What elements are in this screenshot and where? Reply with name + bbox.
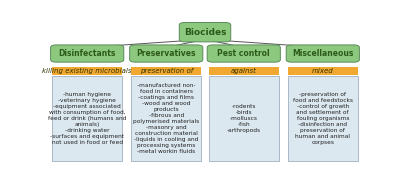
Text: against: against	[231, 68, 257, 74]
FancyBboxPatch shape	[52, 67, 122, 75]
FancyBboxPatch shape	[52, 76, 122, 161]
Text: -rodents
-birds
-molluscs
-fish
-arthropods: -rodents -birds -molluscs -fish -arthrop…	[227, 104, 261, 133]
Text: Miscellaneous: Miscellaneous	[292, 49, 354, 58]
Text: -preservation of
food and feedstocks
-control of growth
and settlement of
foulin: -preservation of food and feedstocks -co…	[293, 92, 353, 145]
Text: preservation of: preservation of	[140, 68, 193, 74]
Text: -manufactured non-
food in containers
-coatings and films
-wood and wood
product: -manufactured non- food in containers -c…	[133, 83, 199, 154]
FancyBboxPatch shape	[207, 45, 280, 62]
FancyBboxPatch shape	[131, 76, 201, 161]
Text: Disinfectants: Disinfectants	[58, 49, 116, 58]
FancyBboxPatch shape	[209, 67, 279, 75]
FancyBboxPatch shape	[51, 45, 124, 62]
Text: killing existing microbials: killing existing microbials	[42, 68, 132, 74]
FancyBboxPatch shape	[131, 67, 201, 75]
Text: Preservatives: Preservatives	[136, 49, 196, 58]
FancyBboxPatch shape	[288, 76, 358, 161]
Text: mixed: mixed	[312, 68, 334, 74]
Text: Pest control: Pest control	[218, 49, 270, 58]
FancyBboxPatch shape	[288, 67, 358, 75]
FancyBboxPatch shape	[209, 76, 279, 161]
FancyBboxPatch shape	[179, 23, 231, 42]
Text: Biocides: Biocides	[184, 28, 226, 37]
FancyBboxPatch shape	[130, 45, 203, 62]
FancyBboxPatch shape	[286, 45, 359, 62]
Text: -human hygiene
-veterinary hygiene
-equipment associated
with consumption of foo: -human hygiene -veterinary hygiene -equi…	[48, 92, 126, 145]
